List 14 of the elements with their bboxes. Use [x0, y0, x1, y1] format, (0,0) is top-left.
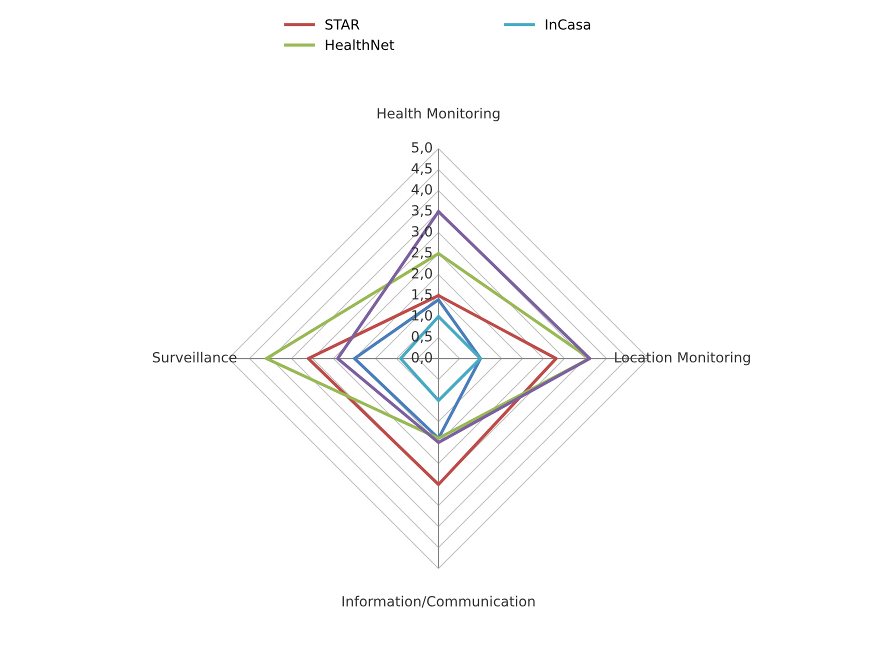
spoke-label: Surveillance — [152, 352, 236, 363]
spoke-label: Location Monitoring — [615, 352, 750, 366]
y-tick-label: 4,5 — [412, 163, 432, 176]
y-tick-label: 2,0 — [412, 268, 432, 280]
spoke-label: Information/Communication — [342, 596, 535, 608]
legend-label: STAR — [325, 19, 360, 30]
spoke-label: Health Monitoring — [378, 108, 500, 122]
y-tick-label: 4,0 — [412, 184, 432, 196]
y-tick-label: 1,5 — [412, 289, 432, 301]
y-tick-label: 2,5 — [412, 247, 432, 259]
legend-label: HealthNet — [326, 39, 394, 50]
legend-label: InCasa — [546, 19, 590, 30]
y-tick-label: 3,5 — [412, 205, 432, 218]
y-tick-label: 5,0 — [412, 142, 432, 154]
